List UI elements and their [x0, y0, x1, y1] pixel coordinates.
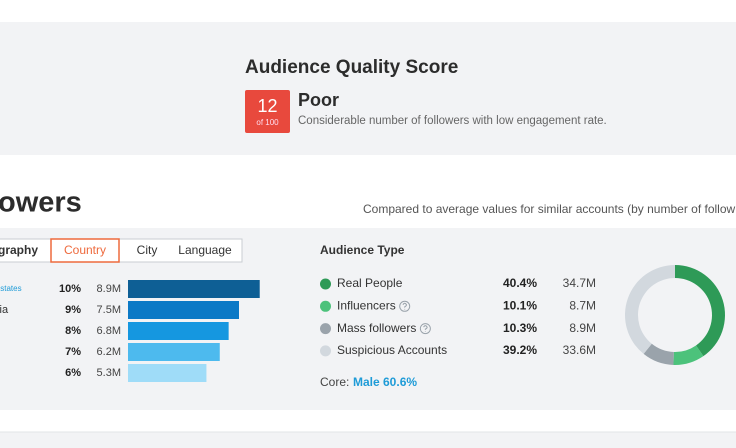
country-followers: 6.2M — [97, 346, 121, 358]
help-glyph — [402, 302, 408, 310]
country-followers: 6.8M — [97, 325, 121, 337]
audience-percent: 39.2% — [503, 343, 537, 357]
section-heading: owers — [0, 187, 82, 219]
country-percent: 6% — [65, 367, 81, 379]
country-bar — [128, 364, 207, 382]
help-glyph — [423, 325, 428, 332]
core-value: Male 60.6% — [353, 375, 417, 389]
audience-name: Influencers — [337, 298, 396, 312]
country-percent: 10% — [59, 283, 81, 295]
country-followers: 7.5M — [97, 304, 121, 316]
donut-segment — [624, 265, 675, 354]
donut-segment — [673, 345, 704, 366]
core-label: Core: — [320, 375, 349, 389]
tab[interactable]: City — [137, 243, 158, 257]
country-name[interactable]: v states — [0, 284, 22, 293]
help-icon[interactable] — [419, 323, 431, 335]
score: 12 — [257, 96, 277, 116]
audience-followers: 33.6M — [563, 343, 596, 357]
audience-percent: 10.3% — [503, 321, 537, 335]
comparison-note: Compared to average values for similar a… — [363, 202, 736, 216]
country-name: sia — [0, 304, 9, 316]
audience-name: Real People — [337, 276, 403, 290]
legend-dot — [320, 300, 331, 312]
tab: graphy — [0, 243, 38, 257]
score-scale: of 100 — [256, 118, 279, 127]
audience-type-title: Audience Type — [320, 243, 405, 257]
country-bar — [128, 301, 239, 319]
audience-followers: 8.7M — [569, 298, 596, 312]
quality-title: Audience Quality Score — [245, 57, 458, 78]
legend-dot — [320, 323, 331, 335]
rating: Poor — [298, 90, 339, 110]
audience-name: Mass followers — [337, 321, 416, 335]
help-icon[interactable] — [399, 300, 411, 312]
audience-percent: 40.4% — [503, 276, 537, 290]
country-percent: 8% — [65, 325, 81, 337]
country-followers: 5.3M — [97, 367, 121, 379]
country-followers: 8.9M — [97, 283, 121, 295]
bottom-panel — [0, 432, 736, 448]
audience-name: Suspicious Accounts — [337, 343, 447, 357]
tab-active[interactable] — [50, 238, 120, 263]
donut-segment — [643, 343, 674, 365]
audience-followers: 34.7M — [563, 276, 596, 290]
tab[interactable]: Language — [178, 243, 232, 257]
country-percent: 7% — [65, 346, 81, 358]
country-bar — [128, 280, 260, 298]
legend-dot — [320, 278, 331, 290]
quality-panel — [0, 22, 736, 155]
audience-percent: 10.1% — [503, 298, 537, 312]
audience-followers: 8.9M — [569, 321, 596, 335]
rating-description: Considerable number of followers with lo… — [298, 115, 607, 127]
score-badge — [245, 90, 290, 133]
legend-dot — [320, 345, 331, 357]
country-bar — [128, 322, 229, 340]
country-percent: 9% — [65, 304, 81, 316]
donut-segment — [675, 265, 726, 357]
tab[interactable]: Country — [64, 243, 106, 257]
country-bar — [128, 343, 220, 361]
